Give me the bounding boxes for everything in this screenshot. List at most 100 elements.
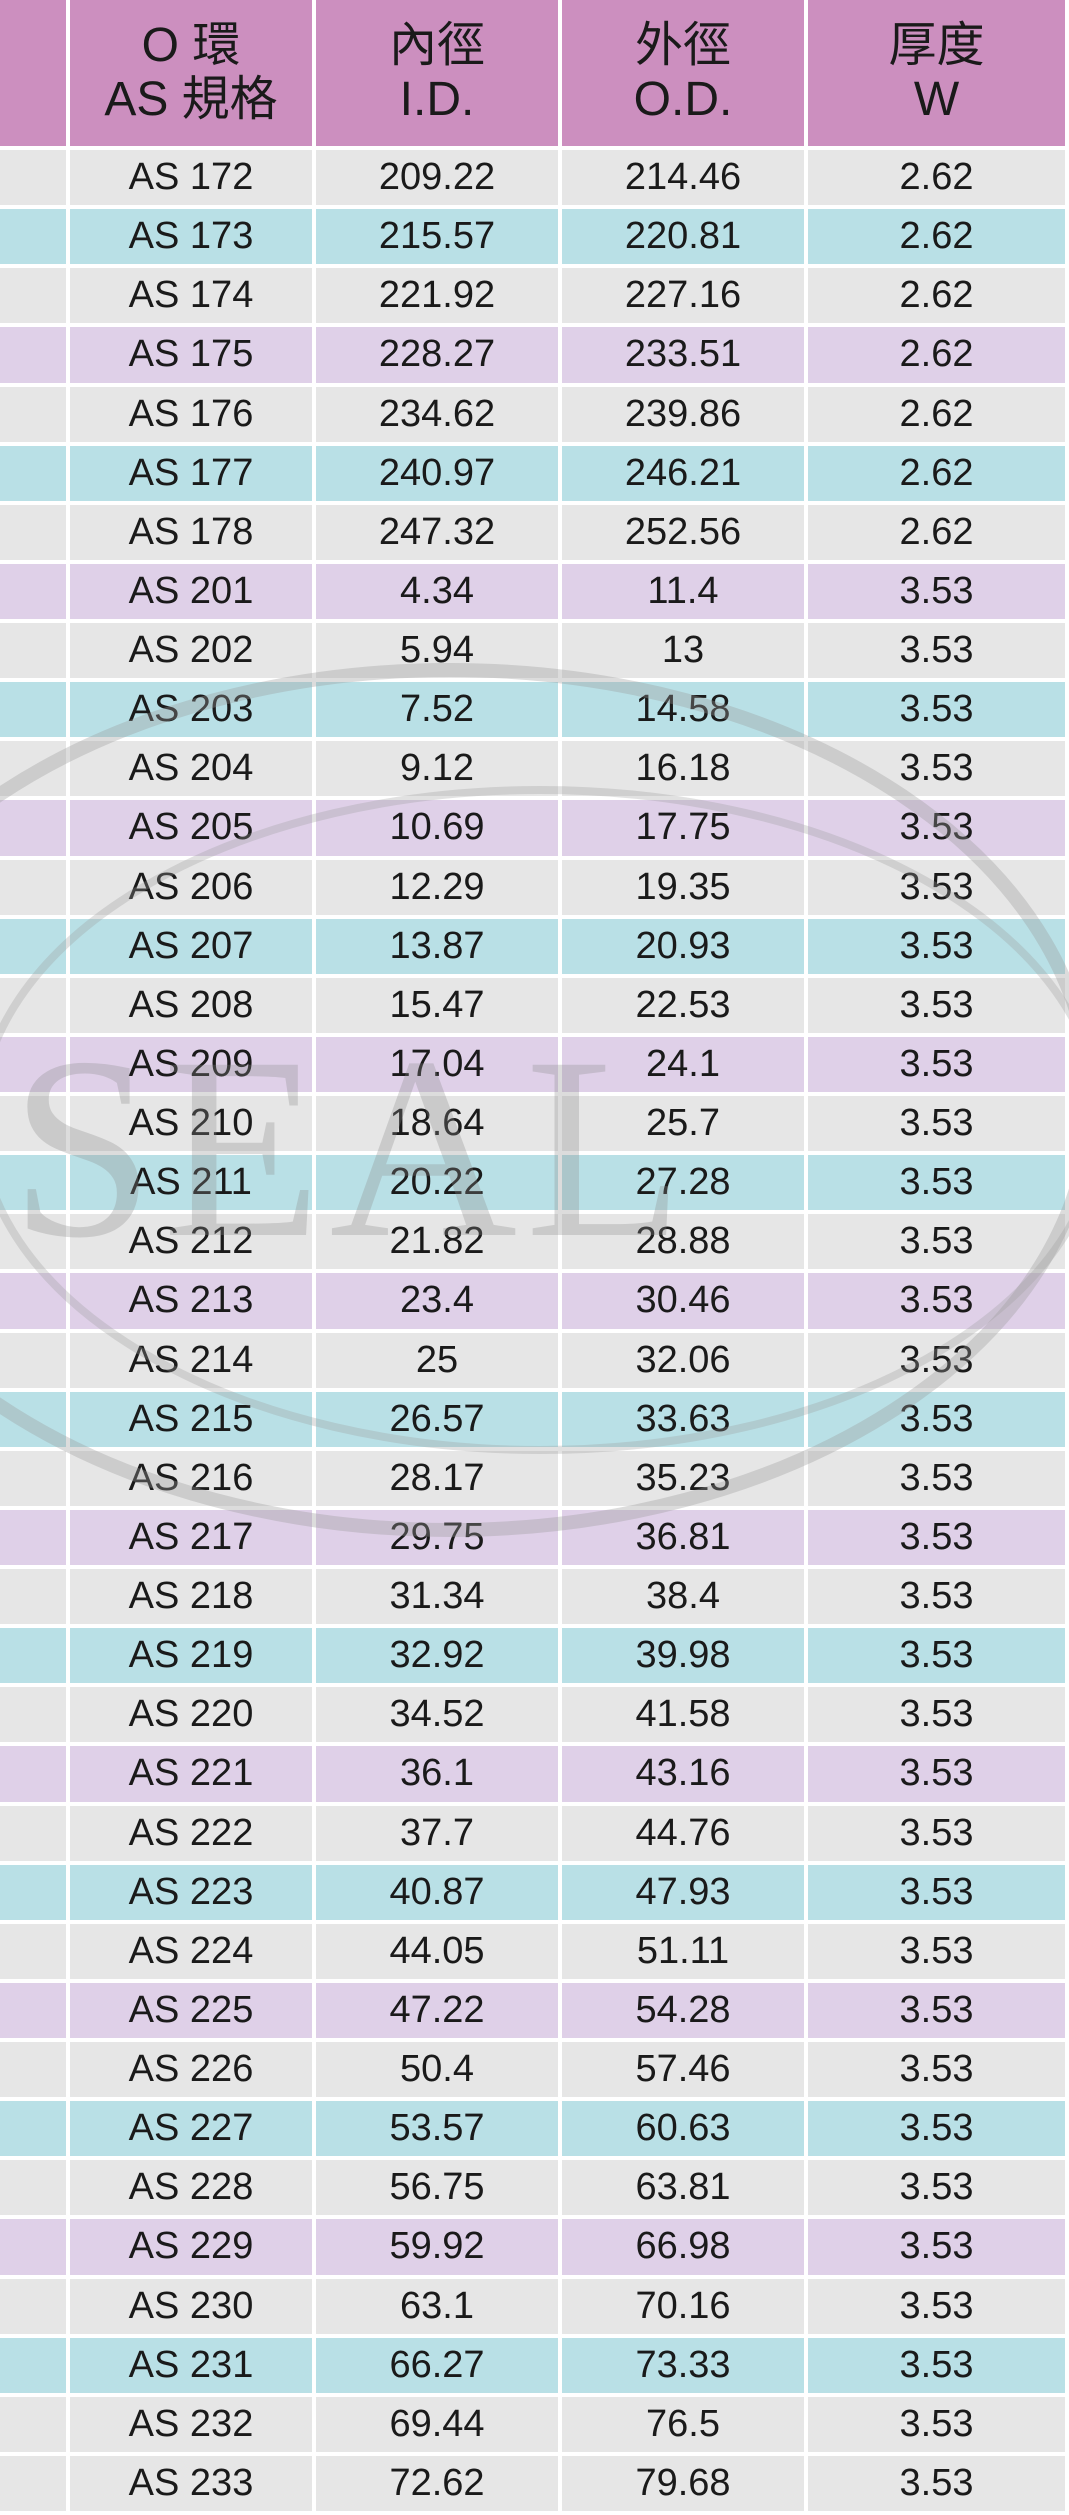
inner-diameter-cell: 215.57 — [316, 209, 562, 269]
outer-diameter-cell: 76.5 — [562, 2396, 808, 2456]
outer-diameter-cell: 33.63 — [562, 1391, 808, 1451]
spec-cell: AS 207 — [70, 918, 316, 978]
inner-diameter-cell: 240.97 — [316, 445, 562, 505]
table-row: AS 225 47.22 54.28 3.53 — [0, 1982, 1069, 2042]
spec-cell: AS 210 — [70, 1096, 316, 1156]
table-row: AS 204 9.12 16.18 3.53 — [0, 741, 1069, 801]
inner-diameter-cell: 50.4 — [316, 2042, 562, 2102]
table-row: AS 216 28.17 35.23 3.53 — [0, 1450, 1069, 1510]
outer-diameter-cell: 60.63 — [562, 2101, 808, 2161]
table-row: AS 219 32.92 39.98 3.53 — [0, 1628, 1069, 1688]
table-row: AS 207 13.87 20.93 3.53 — [0, 918, 1069, 978]
thickness-cell: 3.53 — [808, 977, 1069, 1037]
table-row: AS 172 209.22 214.46 2.62 — [0, 150, 1069, 210]
row-marker-cell — [0, 2101, 70, 2161]
inner-diameter-cell: 26.57 — [316, 1391, 562, 1451]
outer-diameter-cell: 70.16 — [562, 2278, 808, 2338]
row-marker-cell — [0, 800, 70, 860]
outer-diameter-cell: 35.23 — [562, 1450, 808, 1510]
spec-cell: AS 176 — [70, 386, 316, 446]
inner-diameter-cell: 40.87 — [316, 1864, 562, 1924]
table-row: AS 202 5.94 13 3.53 — [0, 623, 1069, 683]
spec-cell: AS 206 — [70, 859, 316, 919]
spec-cell: AS 223 — [70, 1864, 316, 1924]
inner-diameter-cell: 234.62 — [316, 386, 562, 446]
spec-cell: AS 174 — [70, 268, 316, 328]
row-marker-cell — [0, 445, 70, 505]
inner-diameter-cell: 5.94 — [316, 623, 562, 683]
row-marker-cell — [0, 2278, 70, 2338]
table-row: AS 205 10.69 17.75 3.53 — [0, 800, 1069, 860]
thickness-cell: 3.53 — [808, 2219, 1069, 2279]
outer-diameter-cell: 27.28 — [562, 1155, 808, 1215]
table-row: AS 229 59.92 66.98 3.53 — [0, 2219, 1069, 2279]
header-w-line2: W — [913, 73, 960, 126]
outer-diameter-cell: 239.86 — [562, 386, 808, 446]
row-marker-cell — [0, 2455, 70, 2515]
inner-diameter-cell: 69.44 — [316, 2396, 562, 2456]
outer-diameter-cell: 233.51 — [562, 327, 808, 387]
inner-diameter-cell: 221.92 — [316, 268, 562, 328]
row-marker-cell — [0, 1332, 70, 1392]
table-row: AS 220 34.52 41.58 3.53 — [0, 1687, 1069, 1747]
thickness-cell: 3.53 — [808, 2337, 1069, 2397]
thickness-cell: 3.53 — [808, 2455, 1069, 2515]
inner-diameter-cell: 28.17 — [316, 1450, 562, 1510]
thickness-cell: 3.53 — [808, 2278, 1069, 2338]
outer-diameter-cell: 19.35 — [562, 859, 808, 919]
row-marker-cell — [0, 1214, 70, 1274]
spec-cell: AS 231 — [70, 2337, 316, 2397]
table-row: AS 212 21.82 28.88 3.53 — [0, 1214, 1069, 1274]
outer-diameter-cell: 14.58 — [562, 682, 808, 742]
thickness-cell: 3.53 — [808, 1628, 1069, 1688]
header-spec-line2: AS 規格 — [104, 73, 278, 126]
inner-diameter-cell: 20.22 — [316, 1155, 562, 1215]
inner-diameter-cell: 7.52 — [316, 682, 562, 742]
outer-diameter-cell: 51.11 — [562, 1923, 808, 1983]
table-row: AS 232 69.44 76.5 3.53 — [0, 2396, 1069, 2456]
row-marker-cell — [0, 1864, 70, 1924]
inner-diameter-cell: 36.1 — [316, 1746, 562, 1806]
outer-diameter-cell: 28.88 — [562, 1214, 808, 1274]
spec-cell: AS 217 — [70, 1509, 316, 1569]
table-row: AS 177 240.97 246.21 2.62 — [0, 445, 1069, 505]
inner-diameter-cell: 66.27 — [316, 2337, 562, 2397]
header-blank-cell — [0, 0, 70, 150]
thickness-cell: 3.53 — [808, 1569, 1069, 1629]
spec-cell: AS 228 — [70, 2160, 316, 2220]
thickness-cell: 3.53 — [808, 1273, 1069, 1333]
outer-diameter-cell: 41.58 — [562, 1687, 808, 1747]
thickness-cell: 3.53 — [808, 2101, 1069, 2161]
outer-diameter-cell: 44.76 — [562, 1805, 808, 1865]
inner-diameter-cell: 34.52 — [316, 1687, 562, 1747]
thickness-cell: 3.53 — [808, 623, 1069, 683]
table-row: AS 230 63.1 70.16 3.53 — [0, 2278, 1069, 2338]
spec-cell: AS 208 — [70, 977, 316, 1037]
table-row: AS 174 221.92 227.16 2.62 — [0, 268, 1069, 328]
table-row: AS 233 72.62 79.68 3.53 — [0, 2455, 1069, 2515]
spec-cell: AS 214 — [70, 1332, 316, 1392]
thickness-cell: 3.53 — [808, 1509, 1069, 1569]
outer-diameter-cell: 252.56 — [562, 504, 808, 564]
spec-cell: AS 202 — [70, 623, 316, 683]
inner-diameter-cell: 25 — [316, 1332, 562, 1392]
outer-diameter-cell: 54.28 — [562, 1982, 808, 2042]
row-marker-cell — [0, 2396, 70, 2456]
inner-diameter-cell: 13.87 — [316, 918, 562, 978]
table-row: AS 175 228.27 233.51 2.62 — [0, 327, 1069, 387]
spec-cell: AS 215 — [70, 1391, 316, 1451]
header-inner-diameter: 內徑 I.D. — [316, 0, 562, 150]
thickness-cell: 2.62 — [808, 504, 1069, 564]
thickness-cell: 3.53 — [808, 1096, 1069, 1156]
inner-diameter-cell: 10.69 — [316, 800, 562, 860]
inner-diameter-cell: 209.22 — [316, 150, 562, 210]
thickness-cell: 3.53 — [808, 1746, 1069, 1806]
inner-diameter-cell: 59.92 — [316, 2219, 562, 2279]
row-marker-cell — [0, 741, 70, 801]
thickness-cell: 3.53 — [808, 800, 1069, 860]
outer-diameter-cell: 38.4 — [562, 1569, 808, 1629]
thickness-cell: 3.53 — [808, 859, 1069, 919]
row-marker-cell — [0, 1982, 70, 2042]
inner-diameter-cell: 32.92 — [316, 1628, 562, 1688]
inner-diameter-cell: 47.22 — [316, 1982, 562, 2042]
